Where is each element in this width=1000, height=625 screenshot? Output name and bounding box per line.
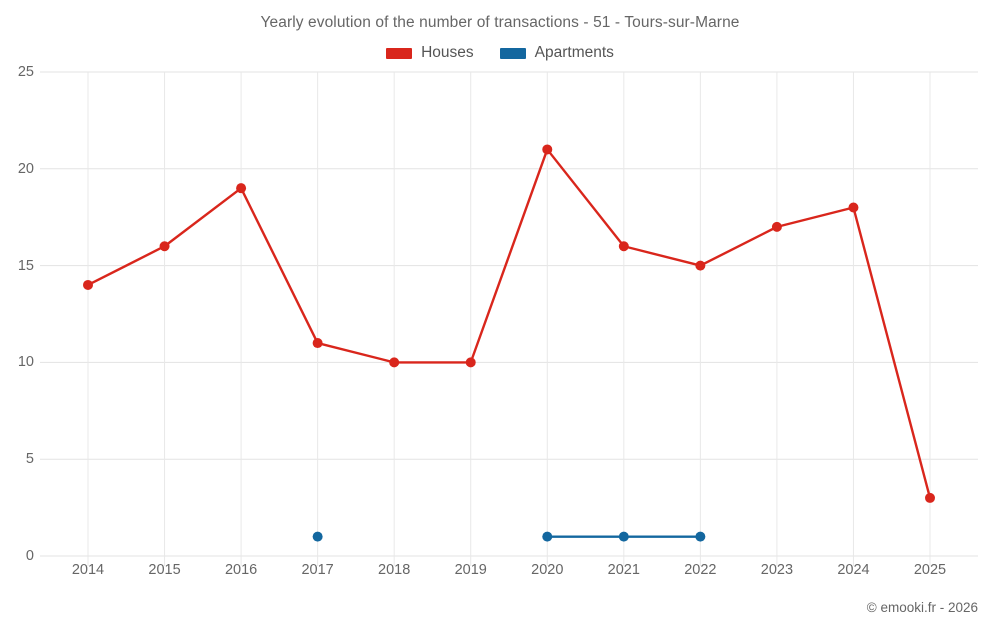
plot-area [40,71,978,566]
data-point-houses-2015[interactable] [159,241,170,252]
y-axis-tick-label: 25 [17,64,34,80]
legend-swatch-houses [386,47,413,59]
x-axis-tick-label: 2020 [531,562,564,578]
x-axis-tick-label: 2022 [684,562,717,578]
x-axis-tick-label: 2024 [837,562,870,578]
x-axis-tick-label: 2015 [148,562,181,578]
x-axis-tick-label: 2019 [454,562,487,578]
chart-legend: Houses Apartments [0,41,1000,65]
y-axis-tick-label: 10 [17,354,34,371]
x-axis-tick-label: 2023 [760,562,794,578]
x-axis-tick-label: 2018 [378,562,411,578]
data-point-apartments-2022[interactable] [695,531,706,542]
legend-label-houses: Houses [421,44,474,61]
x-axis-tick-label: 2014 [71,562,105,578]
y-axis-tick-label: 0 [25,548,34,564]
x-axis-tick-label: 2025 [913,562,947,578]
data-point-houses-2021[interactable] [618,241,629,252]
grid-lines [40,71,978,566]
data-point-houses-2025[interactable] [925,492,935,503]
data-point-apartments-2020[interactable] [542,531,553,542]
chart-footer-credit: © emooki.fr - 2026 [866,600,978,615]
legend-swatch-apartments [499,47,526,59]
y-axis-tick-label: 5 [25,451,34,468]
data-point-apartments-2021[interactable] [618,531,629,542]
legend-item-houses[interactable]: Houses [386,44,474,62]
data-point-houses-2019[interactable] [465,357,476,368]
data-point-apartments-2017[interactable] [312,531,323,542]
x-axis-tick-label: 2021 [607,562,640,578]
series-line-houses [86,148,932,500]
data-point-houses-2020[interactable] [542,144,553,155]
data-point-houses-2022[interactable] [695,260,706,271]
legend-item-apartments[interactable]: Apartments [499,44,614,62]
x-axis-tick-label: 2017 [301,562,334,578]
x-axis: 2014 2015 2016 2017 2018 2019 2020 2021 2022 2023… [40,562,978,588]
chart-title: Yearly evolution of the number of transa… [260,14,740,31]
data-point-houses-2024[interactable] [848,202,859,213]
data-point-houses-2023[interactable] [771,221,782,232]
data-point-houses-2018[interactable] [389,357,400,368]
data-series-layer [83,144,935,542]
data-point-houses-2016[interactable] [236,183,247,194]
legend-label-apartments: Apartments [534,44,614,61]
data-point-houses-2014[interactable] [83,279,93,290]
y-axis-tick-label: 20 [17,160,34,177]
plot-svg [40,71,978,566]
x-axis-tick-label: 2016 [224,562,258,578]
data-point-houses-2017[interactable] [312,338,323,349]
y-axis: 0 5 10 15 20 25 [0,64,34,564]
y-axis-tick-label: 15 [17,257,34,274]
